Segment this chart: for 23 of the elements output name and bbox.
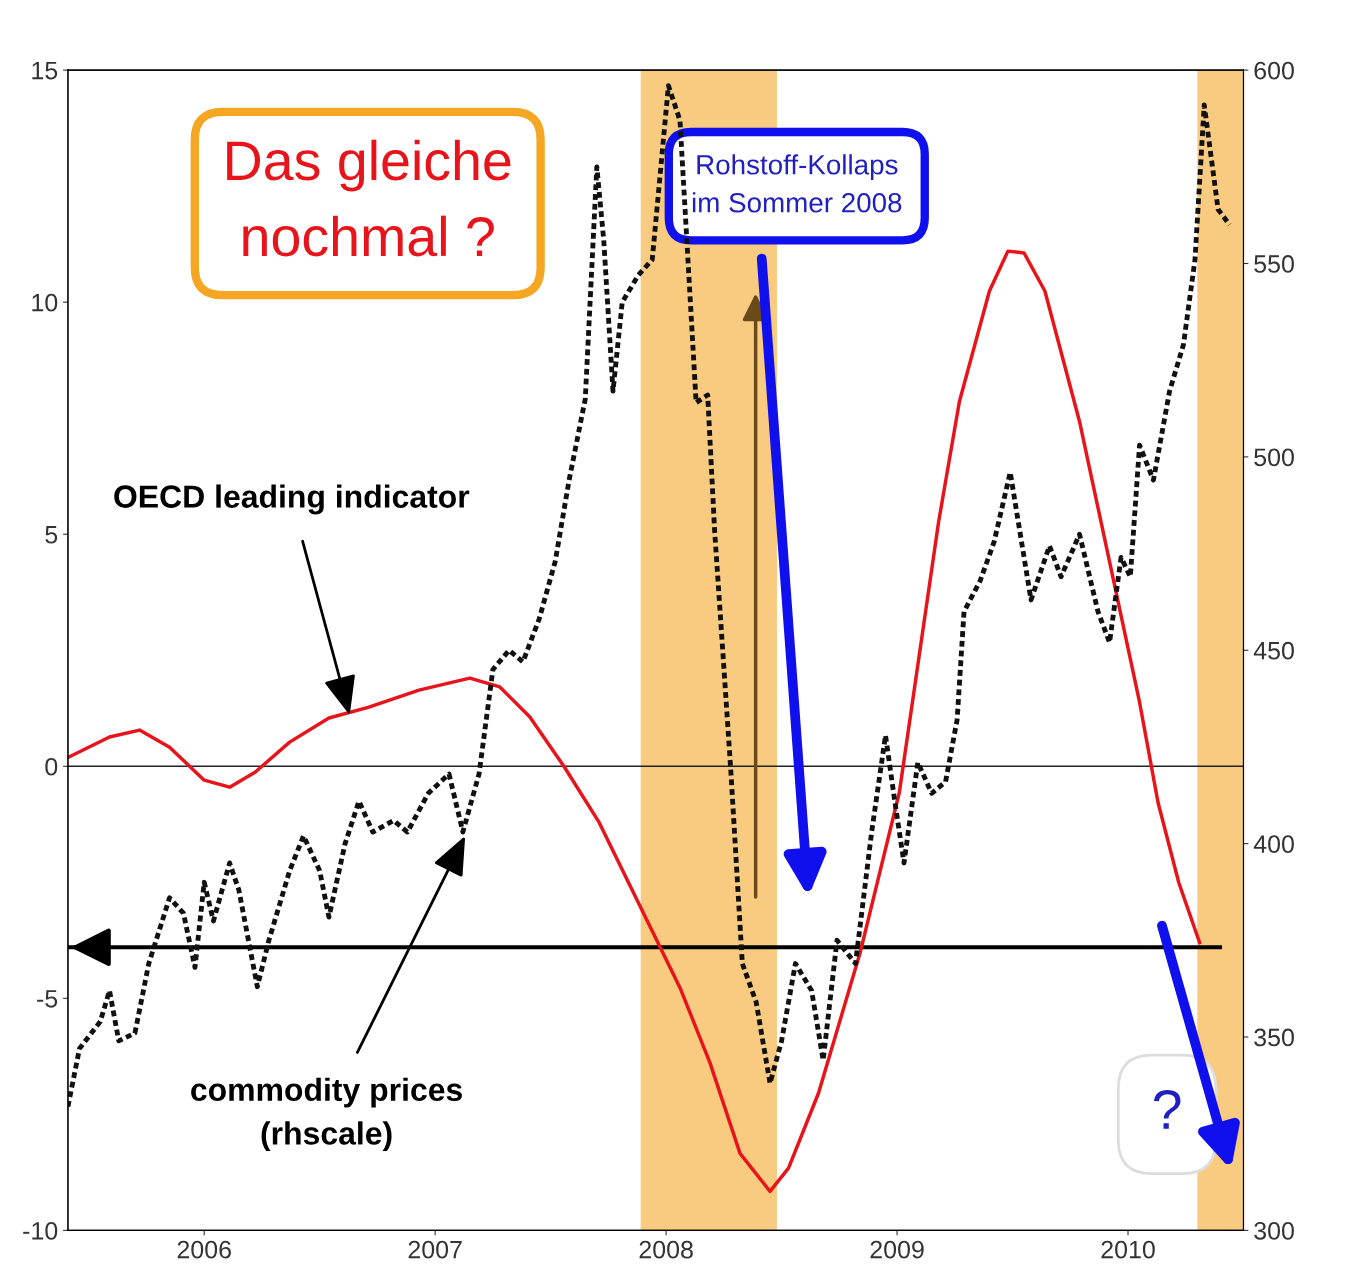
y2-tick-label: 450: [1253, 641, 1294, 660]
y2-tick-label: 600: [1254, 61, 1294, 80]
y2-tick-label: 350: [1254, 1028, 1294, 1047]
y-tick-label: -10: [23, 1221, 58, 1240]
annotation: OECD leading indicator: [114, 484, 470, 515]
y-tick-label: 15: [32, 61, 58, 80]
x-tick-label: 2008: [639, 1240, 693, 1259]
y-tick-label: 5: [45, 526, 58, 544]
x-tick-label: 2007: [408, 1240, 462, 1259]
y2-tick-label: 550: [1254, 255, 1294, 273]
y-tick-label: 10: [32, 293, 58, 312]
y-tick-label: 0: [45, 757, 58, 776]
annotation: Das gleiche nochmal ?: [227, 139, 511, 257]
y2-tick-label: 400: [1253, 835, 1294, 853]
y2-tick-label: 300: [1254, 1221, 1294, 1240]
x-tick-label: 2009: [870, 1240, 924, 1259]
annotation: commodity prices (rhscale): [191, 1077, 462, 1152]
x-tick-label: 2010: [1101, 1240, 1155, 1259]
y-tick-label: -5: [37, 990, 58, 1008]
y2-tick-label: 500: [1254, 448, 1294, 467]
annotation: ?: [1153, 1089, 1181, 1129]
x-tick-label: 2006: [177, 1240, 231, 1259]
annotation: Rohstoff-Kollaps im Sommer 2008: [692, 154, 902, 213]
